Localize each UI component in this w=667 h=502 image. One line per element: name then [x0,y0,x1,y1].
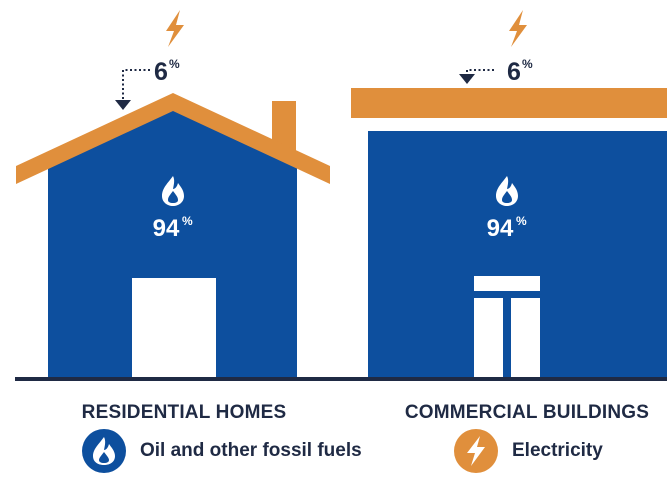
house-door [132,278,216,378]
legend-label-fossil-fuels: Oil and other fossil fuels [140,440,362,461]
lightning-bolt-icon [509,10,527,47]
electric-pointer-line [122,69,150,100]
building-door-lintel [474,276,540,291]
ground-line [15,377,667,381]
residential-electric-unit: % [169,57,180,71]
building-roof [351,88,667,118]
residential-electric-value: 6 [154,58,168,86]
electric-pointer-arrowhead [459,74,475,84]
commercial-fossil-value: 94 [487,215,514,242]
commercial-building: 94 % 6 % [351,10,667,378]
flame-icon [93,437,115,465]
legend-item-fossil-fuels: Oil and other fossil fuels [82,428,362,474]
commercial-electric-value: 6 [507,58,521,86]
lightning-bolt-icon [467,436,485,466]
electric-pointer-line [466,69,494,74]
building-door-right [511,298,540,378]
residential-caption: RESIDENTIAL HOMES [81,402,287,423]
flame-icon [162,176,184,206]
legend-label-electricity: Electricity [512,440,603,461]
commercial-electric-unit: % [522,57,533,71]
residential-home: 94 % 6 % [16,10,330,378]
residential-fossil-unit: % [182,214,193,228]
legend-bolt-badge [454,429,498,473]
house-body [48,110,297,378]
flame-icon [496,176,518,206]
house-roof [16,93,330,184]
building-door-left [474,298,503,378]
legend-flame-badge [82,429,126,473]
lightning-bolt-icon [166,10,184,47]
commercial-caption: COMMERCIAL BUILDINGS [404,402,650,423]
residential-fossil-value: 94 [153,215,180,242]
commercial-fossil-unit: % [516,214,527,228]
electric-pointer-arrowhead [115,100,131,110]
legend-item-electricity: Electricity [454,428,603,474]
